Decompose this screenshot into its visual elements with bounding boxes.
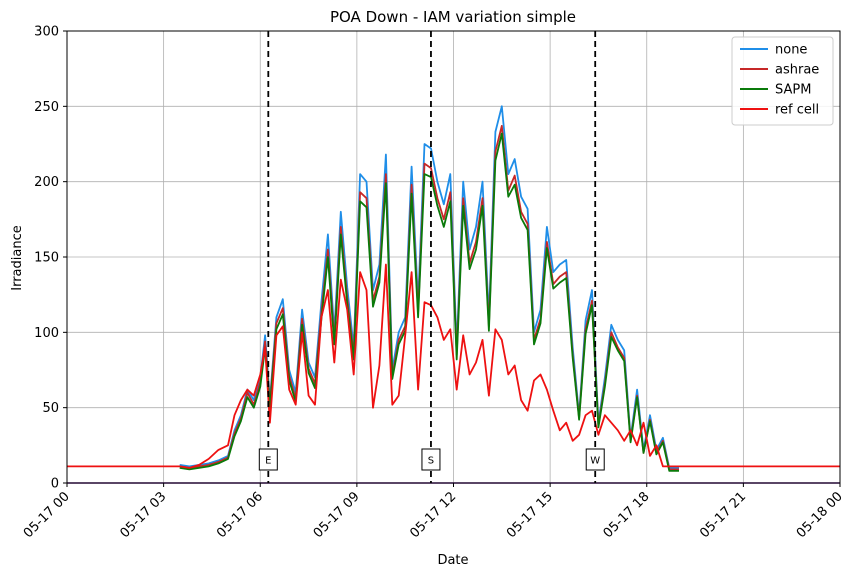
y-tick-label: 50 — [42, 401, 59, 416]
y-tick-label: 200 — [34, 175, 59, 190]
marker-label-s: S — [428, 456, 434, 467]
x-tick-label: 05-17 03 — [118, 489, 170, 541]
y-tick-label: 250 — [34, 100, 59, 115]
y-tick-label: 300 — [34, 25, 59, 40]
series-line-ref-cell — [67, 263, 840, 469]
x-tick-label: 05-17 12 — [407, 489, 459, 541]
x-tick-label: 05-17 21 — [697, 489, 749, 541]
chart-title: POA Down - IAM variation simple — [330, 8, 576, 26]
x-tick-label: 05-17 15 — [504, 489, 556, 541]
marker-box-e — [258, 448, 278, 471]
x-tick-label: 05-17 06 — [214, 489, 266, 541]
legend: none ashrae SAPM ref cell — [731, 36, 834, 126]
legend-label: ref cell — [775, 103, 819, 118]
x-tick-label: 05-17 18 — [601, 489, 653, 541]
y-tick-label: 100 — [34, 326, 59, 341]
y-axis-label: Irradiance — [10, 225, 25, 290]
marker-box-s — [421, 448, 441, 471]
marker-box-w — [585, 448, 605, 471]
legend-label: none — [775, 43, 807, 58]
x-tick-label: 05-17 09 — [311, 489, 363, 541]
series-line-none — [179, 105, 679, 469]
legend-label: SAPM — [775, 83, 811, 98]
y-tick-label: 0 — [51, 477, 59, 492]
legend-label: ashrae — [775, 63, 819, 78]
x-tick-label: 05-17 00 — [21, 489, 73, 541]
x-tick-label: 05-18 00 — [794, 489, 846, 541]
y-tick-label: 150 — [34, 251, 59, 266]
marker-label-e: E — [265, 456, 271, 467]
x-axis-label: Date — [437, 553, 468, 568]
marker-label-w: W — [590, 456, 600, 467]
legend-box — [731, 36, 834, 126]
